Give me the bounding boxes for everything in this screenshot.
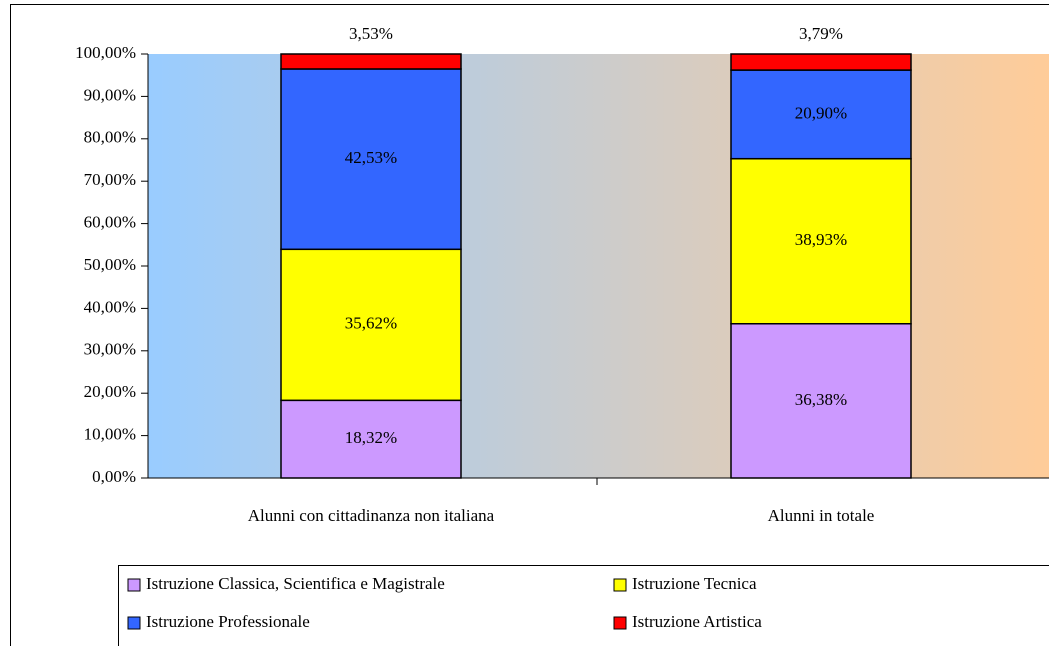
bar-segment bbox=[730, 53, 912, 71]
y-tick-label: 50,00% bbox=[84, 255, 136, 274]
legend-label: Istruzione Tecnica bbox=[632, 574, 757, 593]
y-tick-label: 40,00% bbox=[84, 297, 136, 316]
bar-segment bbox=[730, 157, 912, 325]
legend-label: Istruzione Professionale bbox=[146, 612, 310, 631]
bar-segment bbox=[730, 69, 912, 160]
y-tick-label: 30,00% bbox=[84, 340, 136, 359]
y-tick-label: 60,00% bbox=[84, 213, 136, 232]
y-tick-label: 0,00% bbox=[92, 467, 136, 486]
data-label: 36,38% bbox=[795, 390, 847, 409]
bar-segment bbox=[280, 53, 462, 70]
legend-swatch bbox=[613, 578, 627, 592]
legend-label: Istruzione Classica, Scientifica e Magis… bbox=[146, 574, 445, 593]
data-label: 35,62% bbox=[345, 314, 397, 333]
data-label: 18,32% bbox=[345, 428, 397, 447]
bar-segment bbox=[280, 68, 462, 251]
x-tick-label: Alunni in totale bbox=[768, 506, 875, 525]
data-label: 3,79% bbox=[799, 24, 843, 43]
data-label: 38,93% bbox=[795, 230, 847, 249]
y-tick-label: 80,00% bbox=[84, 128, 136, 147]
legend-label: Istruzione Artistica bbox=[632, 612, 762, 631]
legend-swatch bbox=[613, 616, 627, 630]
y-tick-label: 10,00% bbox=[84, 425, 136, 444]
legend-swatch bbox=[127, 578, 141, 592]
legend-box bbox=[118, 565, 1049, 646]
y-tick-label: 70,00% bbox=[84, 170, 136, 189]
data-label: 42,53% bbox=[345, 148, 397, 167]
data-label: 20,90% bbox=[795, 103, 847, 122]
y-tick-label: 100,00% bbox=[75, 43, 136, 62]
y-tick-label: 20,00% bbox=[84, 382, 136, 401]
legend-swatch bbox=[127, 616, 141, 630]
y-tick-label: 90,00% bbox=[84, 85, 136, 104]
data-label: 3,53% bbox=[349, 24, 393, 43]
x-tick-label: Alunni con cittadinanza non italiana bbox=[248, 506, 495, 525]
bar-segment bbox=[730, 322, 912, 479]
